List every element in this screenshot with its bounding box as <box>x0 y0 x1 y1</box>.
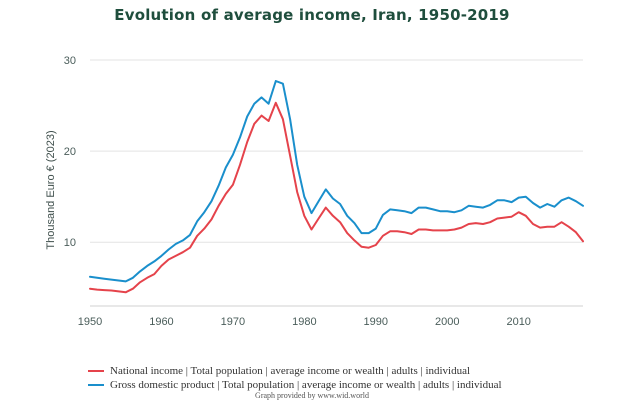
x-tick-label: 2010 <box>506 316 530 328</box>
legend-swatch-blue <box>88 384 104 386</box>
legend-item-national-income[interactable]: National income | Total population | ave… <box>88 364 502 378</box>
x-tick-label: 1990 <box>364 316 388 328</box>
legend-swatch-red <box>88 370 104 372</box>
x-tick-label: 1950 <box>78 316 102 328</box>
series-line-national-income <box>89 101 584 294</box>
x-tick-label: 1960 <box>149 316 173 328</box>
x-axis-ticks: 1950 1960 1970 1980 1990 2000 2010 <box>78 316 531 328</box>
chart-title: Evolution of average income, Iran, 1950-… <box>114 6 510 24</box>
x-tick-label: 2000 <box>435 316 459 328</box>
y-axis-label: Thousand Euro € (2023) <box>45 130 57 249</box>
grid-lines <box>90 59 583 307</box>
footer-credit: Graph provided by www.wid.world <box>255 391 369 400</box>
y-axis-ticks: 10 20 30 <box>64 55 76 249</box>
x-tick-label: 1970 <box>221 316 245 328</box>
series-line-gdp <box>89 80 584 283</box>
y-tick-label: 30 <box>64 55 76 67</box>
x-tick-label: 1980 <box>292 316 316 328</box>
legend-label: Gross domestic product | Total populatio… <box>110 379 502 391</box>
y-tick-label: 10 <box>64 237 76 249</box>
legend-label: National income | Total population | ave… <box>110 365 471 377</box>
y-tick-label: 20 <box>64 146 76 158</box>
series-lines <box>89 80 584 294</box>
legend-item-gdp[interactable]: Gross domestic product | Total populatio… <box>88 378 502 392</box>
legend: National income | Total population | ave… <box>88 364 502 392</box>
